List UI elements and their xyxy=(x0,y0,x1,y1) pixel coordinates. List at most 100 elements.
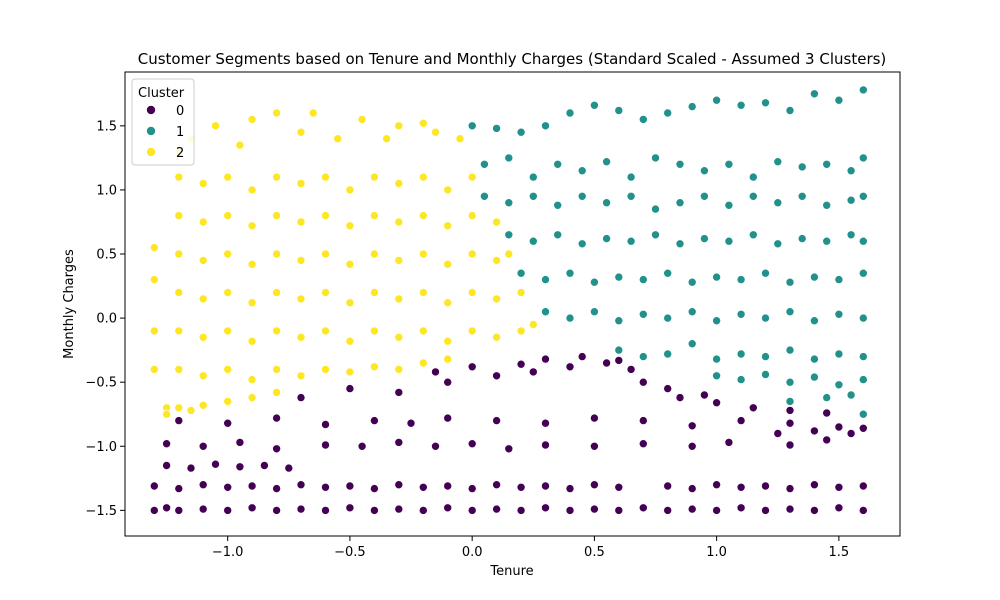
point-series-1-16 xyxy=(858,85,868,95)
point-series-2-70 xyxy=(370,288,379,297)
point-series-0-94 xyxy=(687,421,697,431)
point-series-2-103 xyxy=(418,358,428,368)
point-series-1-106 xyxy=(858,352,868,361)
point-series-0-4 xyxy=(223,506,232,515)
point-series-1-76 xyxy=(736,275,746,284)
point-series-0-76 xyxy=(541,440,550,450)
point-series-0-53 xyxy=(712,480,721,490)
point-series-1-65 xyxy=(846,230,856,240)
point-series-1-46 xyxy=(773,198,783,207)
point-series-1-58 xyxy=(675,239,685,249)
point-series-0-107 xyxy=(675,393,685,402)
legend: Cluster 0 1 2 xyxy=(131,78,195,166)
point-series-0-97 xyxy=(834,422,844,432)
point-series-2-19 xyxy=(455,134,465,143)
point-series-0-9 xyxy=(345,503,355,513)
point-series-1-59 xyxy=(700,234,709,243)
point-series-1-31 xyxy=(822,160,832,169)
point-series-1-10 xyxy=(712,95,721,105)
point-series-0-122 xyxy=(773,429,783,438)
point-series-1-4 xyxy=(565,108,575,118)
point-series-2-3 xyxy=(150,365,159,374)
point-series-1-18 xyxy=(504,153,514,163)
point-series-0-112 xyxy=(858,423,868,433)
point-series-0-79 xyxy=(687,441,697,451)
legend-marker-1 xyxy=(146,126,156,136)
point-series-0-117 xyxy=(516,359,526,369)
point-series-1-102 xyxy=(761,352,770,361)
point-series-0-48 xyxy=(565,484,575,493)
point-series-0-98 xyxy=(296,393,306,402)
point-series-1-45 xyxy=(748,192,758,201)
point-series-1-101 xyxy=(736,349,746,359)
point-series-0-36 xyxy=(272,484,281,493)
point-series-2-60 xyxy=(492,256,501,265)
point-series-0-40 xyxy=(370,484,379,493)
point-series-0-103 xyxy=(528,367,538,377)
point-series-1-1 xyxy=(492,124,501,133)
point-series-0-54 xyxy=(736,482,746,492)
point-series-0-16 xyxy=(516,506,526,515)
point-series-0-39 xyxy=(345,481,355,491)
point-series-2-77 xyxy=(174,326,184,336)
point-series-2-42 xyxy=(394,217,404,227)
point-series-1-83 xyxy=(565,313,575,323)
legend-entries: 0 1 2 xyxy=(146,104,184,161)
y-tick-label: 1.0 xyxy=(96,183,117,198)
point-series-0-83 xyxy=(174,416,184,425)
point-series-2-62 xyxy=(174,288,184,297)
point-series-0-88 xyxy=(406,418,416,428)
point-series-0-111 xyxy=(822,408,832,418)
point-series-2-110 xyxy=(162,409,171,419)
point-series-1-0 xyxy=(467,121,477,131)
point-series-2-15 xyxy=(382,134,391,143)
point-series-0-38 xyxy=(321,482,330,492)
point-series-1-24 xyxy=(651,153,660,163)
point-series-1-17 xyxy=(480,160,489,169)
point-series-2-57 xyxy=(418,249,428,259)
chart-title: Customer Segments based on Tenure and Mo… xyxy=(138,50,887,68)
point-series-1-116 xyxy=(846,390,856,400)
point-series-2-54 xyxy=(345,259,355,269)
point-series-0-5 xyxy=(247,503,257,513)
point-series-0-24 xyxy=(712,506,721,515)
point-series-0-60 xyxy=(162,461,171,470)
point-series-2-49 xyxy=(223,249,232,259)
point-series-2-35 xyxy=(223,211,232,220)
point-series-0-86 xyxy=(321,420,330,429)
point-series-1-55 xyxy=(602,234,611,243)
point-series-0-20 xyxy=(614,506,624,515)
point-series-0-90 xyxy=(492,416,501,425)
legend-marker-2 xyxy=(146,147,156,157)
point-series-1-64 xyxy=(822,236,832,246)
point-series-1-53 xyxy=(553,230,563,240)
x-axis-title: Tenure xyxy=(489,564,533,579)
point-series-1-47 xyxy=(797,192,807,201)
point-series-0-8 xyxy=(321,506,330,515)
legend-label-1: 1 xyxy=(176,125,184,140)
point-series-2-78 xyxy=(198,332,208,342)
point-series-2-30 xyxy=(418,172,428,182)
point-series-2-11 xyxy=(296,127,306,137)
point-series-0-35 xyxy=(247,481,257,491)
point-series-2-50 xyxy=(247,259,257,269)
x-tick-label: 0.0 xyxy=(462,545,483,560)
point-series-2-98 xyxy=(296,371,306,381)
point-series-1-23 xyxy=(626,172,636,182)
point-series-1-97 xyxy=(638,352,648,361)
point-series-2-52 xyxy=(296,256,306,265)
series-2 xyxy=(150,108,538,419)
point-series-1-27 xyxy=(724,160,734,169)
point-series-1-67 xyxy=(516,268,526,278)
point-series-1-108 xyxy=(736,375,746,384)
plot-frame xyxy=(124,71,901,537)
point-series-2-25 xyxy=(296,179,306,188)
point-series-1-81 xyxy=(858,268,868,278)
y-axis-title: Monthly Charges xyxy=(62,249,77,359)
point-series-2-95 xyxy=(223,365,232,374)
point-series-1-25 xyxy=(675,160,685,169)
point-series-0-32 xyxy=(174,484,184,493)
point-series-0-101 xyxy=(443,377,453,387)
